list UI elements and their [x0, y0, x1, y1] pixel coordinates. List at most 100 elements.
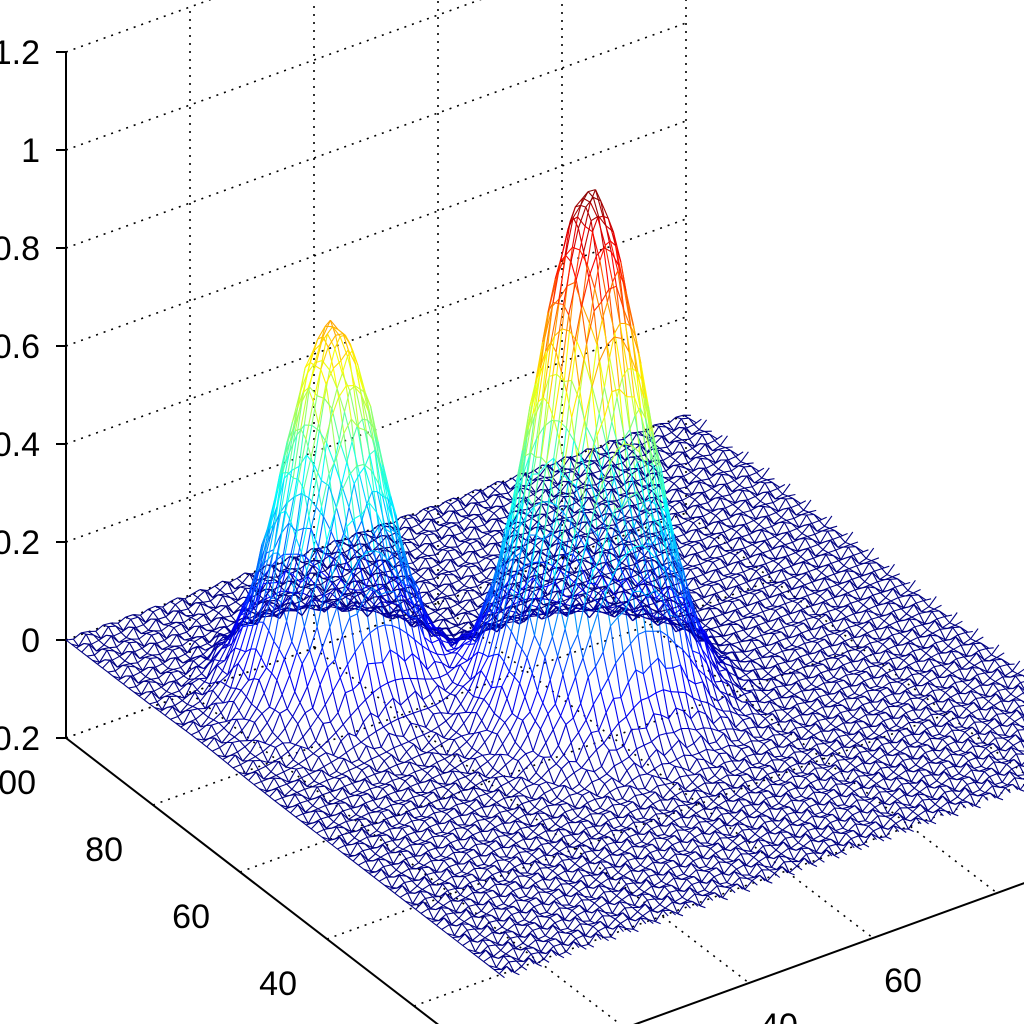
mesh-segment	[194, 692, 201, 702]
mesh-segment	[630, 643, 637, 671]
mesh-segment	[347, 664, 354, 690]
mesh-segment	[551, 636, 559, 657]
mesh-segment	[447, 844, 455, 853]
mesh-segment	[575, 761, 582, 769]
mesh-segment	[336, 606, 343, 636]
mesh-segment	[146, 632, 152, 636]
mesh-segment	[538, 952, 545, 960]
mesh-segment	[386, 876, 393, 888]
mesh-segment	[688, 728, 695, 744]
mesh-segment	[343, 758, 350, 771]
mesh-segment	[114, 670, 121, 679]
mesh-segment	[326, 840, 333, 846]
mesh-segment	[414, 831, 421, 840]
mesh-segment	[779, 831, 787, 839]
mesh-segment	[278, 761, 285, 773]
mesh-segment	[410, 723, 417, 738]
mesh-segment	[291, 434, 298, 471]
mesh-segment	[592, 925, 599, 932]
mesh-segment	[585, 719, 592, 733]
mesh-segment	[736, 768, 743, 773]
grid-line-y-floor	[239, 646, 861, 873]
mesh-segment	[781, 808, 788, 815]
mesh-segment	[423, 734, 430, 743]
mesh-segment	[596, 319, 603, 345]
mesh-segment	[404, 661, 411, 679]
mesh-segment	[328, 775, 335, 779]
mesh-segment	[668, 718, 675, 733]
mesh-segment	[131, 651, 138, 664]
mesh-segment	[369, 449, 376, 455]
mesh-segment	[352, 860, 359, 866]
mesh-segment	[292, 759, 299, 765]
mesh-segment	[216, 664, 223, 672]
mesh-segment	[145, 676, 152, 680]
mesh-segment	[456, 804, 463, 816]
mesh-segment	[619, 781, 626, 787]
mesh-segment	[536, 690, 544, 704]
mesh-segment	[516, 795, 523, 805]
mesh-segment	[602, 915, 609, 928]
mesh-segment	[508, 671, 515, 678]
mesh-segment	[362, 721, 370, 737]
mesh-segment	[315, 740, 322, 748]
mesh-segment	[640, 700, 647, 729]
mesh-segment	[312, 707, 319, 717]
mesh-segment	[375, 853, 381, 858]
mesh-segment	[511, 814, 518, 820]
mesh-segment	[208, 623, 215, 631]
mesh-segment	[508, 781, 515, 789]
mesh-segment	[907, 807, 914, 812]
mesh-segment	[539, 867, 546, 880]
mesh-segment	[432, 678, 439, 686]
mesh-segment	[641, 841, 648, 845]
mesh-segment	[452, 770, 459, 780]
mesh-segment	[705, 713, 712, 729]
mesh-segment	[289, 675, 296, 692]
mesh-segment	[261, 713, 268, 724]
mesh-segment	[335, 335, 342, 361]
mesh-segment	[399, 896, 406, 902]
mesh-segment	[411, 758, 418, 766]
mesh-segment	[193, 660, 199, 667]
mesh-segment	[441, 810, 448, 815]
mesh-segment	[180, 667, 187, 675]
mesh-segment	[720, 716, 727, 730]
mesh-segment	[644, 631, 652, 666]
mesh-segment	[517, 760, 524, 771]
mesh-segment	[593, 825, 600, 834]
mesh-segment	[424, 678, 431, 695]
mesh-segment	[321, 647, 329, 668]
mesh-segment	[461, 923, 468, 931]
mesh-segment	[612, 698, 620, 724]
mesh-segment	[646, 822, 652, 830]
mesh-segment	[489, 822, 496, 828]
mesh-segment	[588, 943, 595, 948]
mesh-segment	[345, 385, 352, 420]
mesh-segment	[420, 710, 427, 728]
mesh-segment	[269, 744, 276, 748]
mesh-segment	[379, 835, 386, 844]
mesh-segment	[530, 452, 537, 458]
mesh-segment	[560, 943, 567, 953]
mesh-segment	[228, 732, 235, 738]
mesh-segment	[555, 763, 562, 770]
mesh-segment	[580, 945, 587, 950]
mesh-segment	[696, 758, 703, 770]
mesh-segment	[637, 788, 643, 795]
mesh-segment	[590, 732, 597, 750]
mesh-segment	[666, 839, 673, 846]
mesh-segment	[421, 768, 428, 774]
mesh-segment	[402, 678, 409, 699]
mesh-segment	[133, 627, 140, 640]
mesh-segment	[610, 936, 617, 940]
mesh-segment	[143, 699, 150, 705]
mesh-segment	[279, 713, 286, 729]
mesh-segment	[428, 803, 435, 814]
mesh-segment	[338, 397, 345, 434]
mesh-segment	[400, 851, 407, 859]
mesh-segment	[669, 762, 675, 767]
mesh-segment	[594, 798, 601, 809]
mesh-segment	[551, 789, 558, 798]
mesh-segment	[691, 755, 698, 760]
